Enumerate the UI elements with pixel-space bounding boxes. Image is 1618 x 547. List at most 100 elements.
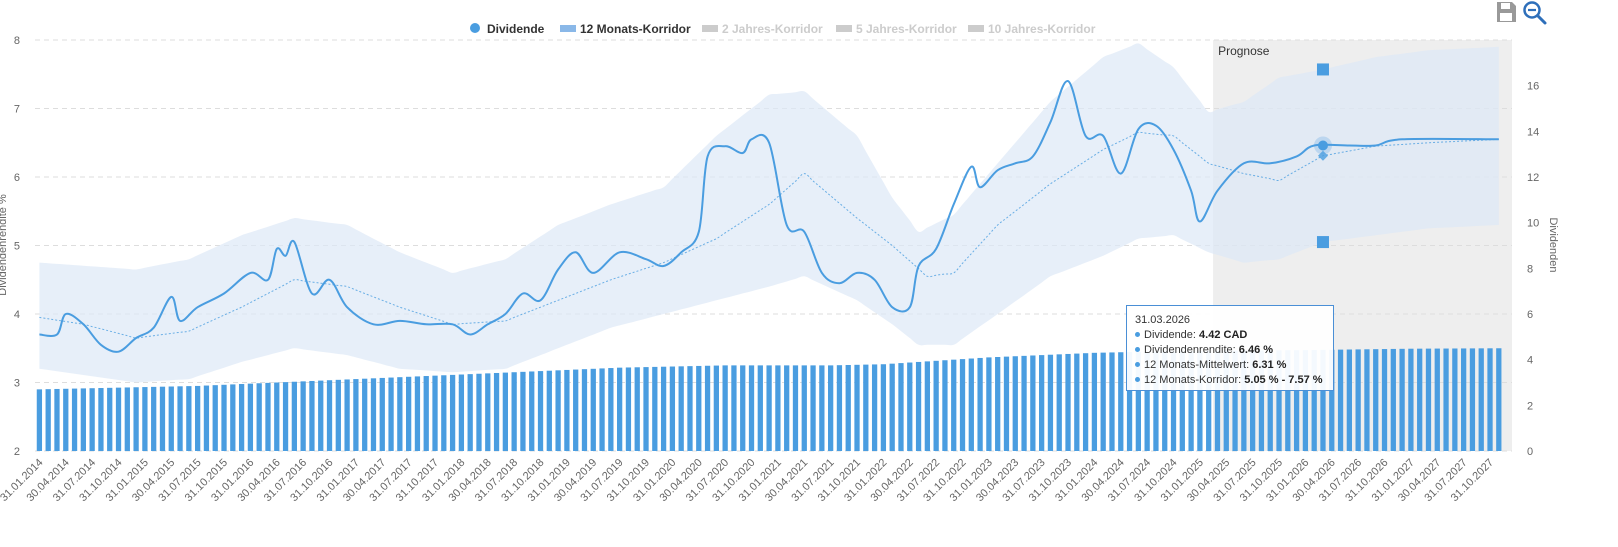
dividend-bar: [458, 374, 465, 451]
dividend-bar: [1126, 352, 1133, 451]
dividend-bar: [968, 358, 974, 451]
dividend-bar: [863, 364, 869, 451]
legend-item[interactable]: 2 Jahres-Korridor: [722, 22, 823, 36]
dividend-bar: [660, 366, 667, 451]
dividend-bar: [212, 385, 218, 451]
dividend-bar: [124, 387, 130, 451]
dividend-bar: [362, 378, 368, 451]
dividend-bar: [151, 386, 157, 451]
tooltip-row-yield: Dividendenrendite: 6.46 %: [1135, 343, 1325, 358]
dividend-bar: [195, 385, 201, 451]
dividend-bar: [1039, 355, 1045, 451]
dividend-bar: [1276, 350, 1282, 451]
dividend-bar: [845, 364, 851, 451]
dividend-bar: [98, 388, 104, 451]
dividend-bar: [898, 363, 904, 451]
y-right-tick: 10: [1527, 218, 1539, 230]
y-right-tick: 16: [1527, 81, 1539, 93]
dividend-bar: [282, 382, 289, 451]
dividend-bar: [854, 364, 860, 451]
dividend-bar: [36, 389, 43, 451]
dividend-bar: [696, 365, 702, 451]
dividend-bar: [643, 367, 649, 451]
dividend-bar: [449, 374, 456, 451]
dividend-bar: [1170, 351, 1177, 451]
dividend-bar: [1109, 352, 1115, 451]
dividend-bar: [467, 374, 473, 451]
dividend-bar: [907, 362, 913, 451]
dividend-bar: [573, 369, 579, 451]
dividend-bar: [414, 376, 421, 451]
dividend-bar: [775, 365, 781, 451]
dividend-bar: [634, 367, 640, 451]
dividend-bar: [810, 365, 816, 451]
dividend-bar: [142, 387, 148, 451]
y-right-tick: 2: [1527, 400, 1533, 412]
dividend-bar: [265, 382, 271, 451]
dividend-bar: [915, 361, 922, 451]
dividend-bar: [247, 383, 254, 451]
dividend-bar: [784, 365, 790, 451]
dividend-bar: [326, 380, 333, 451]
dividend-bar: [406, 376, 412, 451]
dividend-bar: [951, 359, 957, 451]
dividend-bar: [63, 388, 69, 451]
legend-item[interactable]: 12 Monats-Korridor: [580, 22, 691, 36]
dividend-bar: [89, 388, 95, 451]
dividend-bar: [238, 384, 245, 451]
dividend-bar: [1469, 348, 1476, 451]
dividend-bar: [159, 386, 166, 451]
dividend-bar: [1188, 351, 1194, 451]
dividend-bar: [80, 388, 86, 451]
dividend-bar: [1021, 355, 1027, 451]
y-right-title: Dividenden: [1547, 217, 1559, 272]
dividend-bar: [441, 375, 447, 451]
legend-item[interactable]: Dividende: [487, 22, 545, 36]
dividend-bar: [71, 388, 78, 451]
dividend-bar: [1408, 348, 1414, 451]
dividend-bar: [608, 368, 614, 451]
dividend-bar: [1346, 349, 1352, 451]
legend-item[interactable]: 5 Jahres-Korridor: [856, 22, 957, 36]
dividend-bar: [792, 365, 799, 451]
dividend-bar: [230, 384, 236, 451]
dividend-bar: [1135, 351, 1141, 451]
dividend-bar: [133, 387, 139, 451]
dividend-bar: [836, 365, 843, 451]
dividend-bar: [1478, 348, 1484, 451]
zoom-out-icon[interactable]: [1522, 0, 1547, 25]
legend-swatch-icon: [560, 25, 576, 32]
dividend-bar: [1197, 350, 1203, 451]
dividend-bar: [1258, 350, 1265, 451]
dividend-bar: [995, 357, 1001, 451]
y-right-tick: 14: [1527, 126, 1539, 138]
forecast-label: Prognose: [1218, 44, 1270, 58]
corridor-12m-band: [39, 43, 1499, 383]
legend-dot-icon: [470, 23, 480, 33]
dividend-bar: [581, 369, 588, 451]
dividend-bar: [423, 376, 429, 451]
dividend-bar: [555, 370, 561, 451]
dividend-bar: [590, 368, 596, 451]
dividend-bar: [1399, 348, 1405, 451]
dividend-bar: [537, 371, 544, 451]
dividend-bar: [1320, 349, 1326, 451]
dividend-bar: [1390, 348, 1396, 451]
dividend-bar: [1056, 354, 1062, 451]
dividend-bar: [520, 371, 526, 451]
dividend-bar: [300, 381, 306, 451]
dividend-bar: [687, 366, 693, 451]
legend-swatch-icon: [702, 25, 718, 32]
dividend-bar: [766, 365, 772, 451]
dividend-bar: [564, 369, 570, 451]
dot-icon: [1135, 377, 1140, 383]
save-icon[interactable]: [1494, 0, 1518, 24]
dividend-bar: [335, 379, 341, 451]
dividend-bar: [748, 365, 755, 451]
legend-item[interactable]: 10 Jahres-Korridor: [988, 22, 1096, 36]
dividend-bar: [828, 365, 834, 451]
dividend-bar: [476, 373, 482, 451]
dividend-bar: [1285, 350, 1291, 451]
dividend-bar: [1329, 349, 1335, 451]
